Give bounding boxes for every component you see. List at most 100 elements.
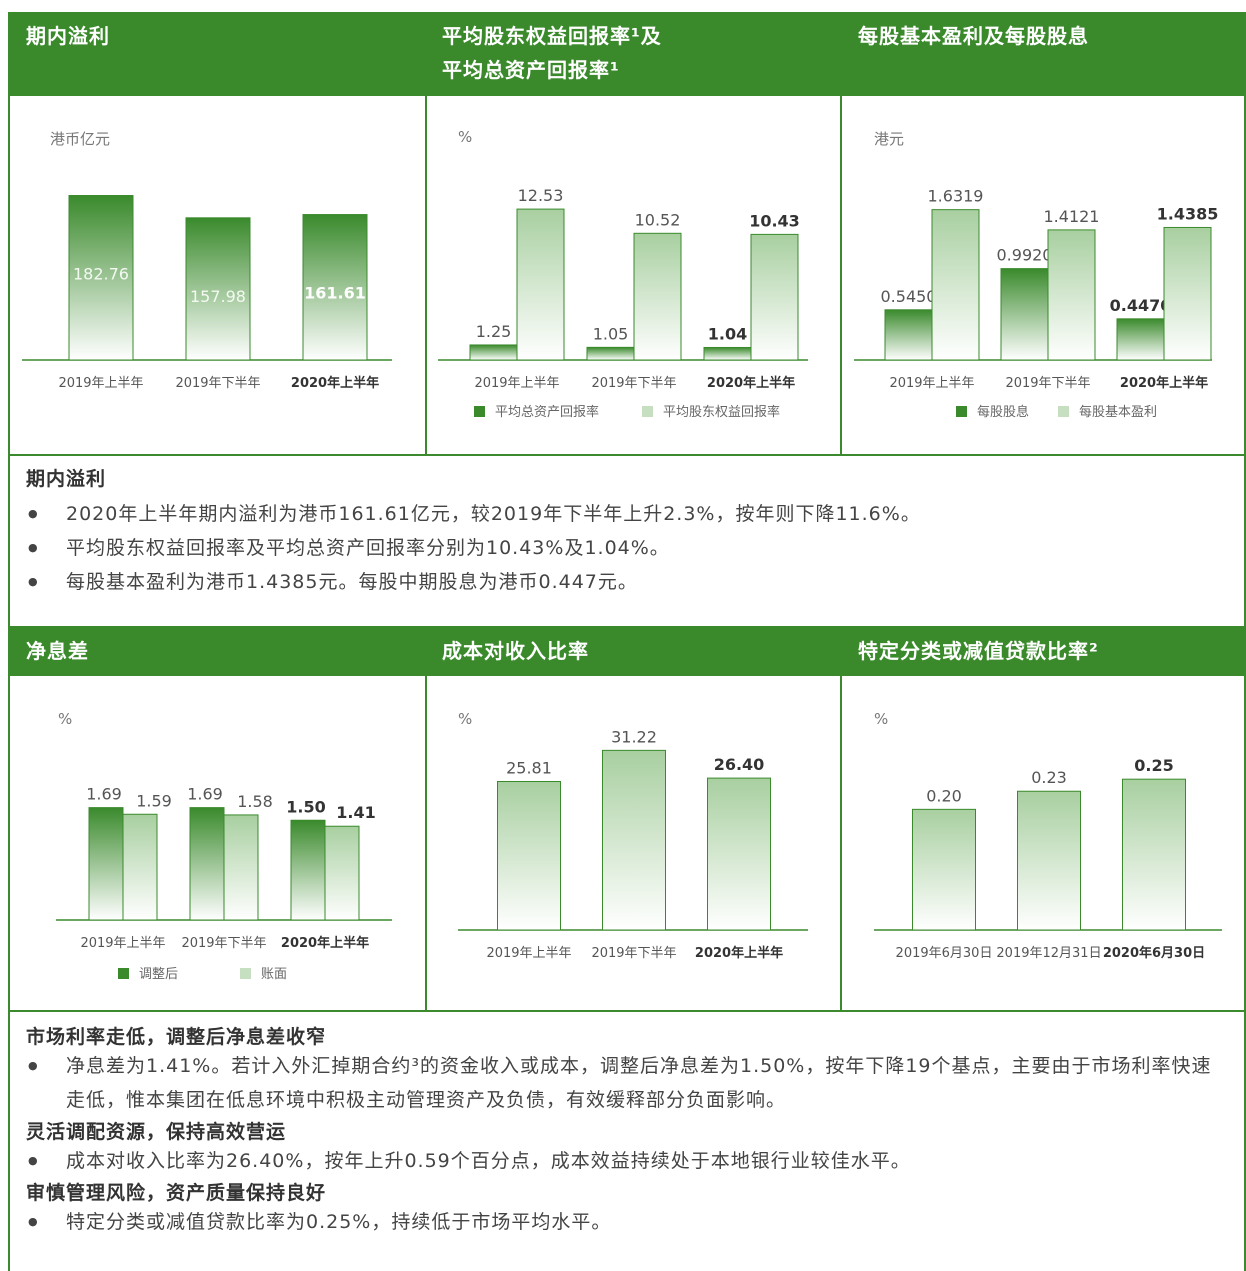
bar bbox=[586, 346, 635, 361]
summary-bullet: 每股基本盈利为港币1.4385元。每股中期股息为港币0.447元。 bbox=[26, 565, 1224, 599]
tick-label: 2019年下半年 bbox=[591, 376, 676, 391]
tick-label: 2020年6月30日 bbox=[1103, 945, 1205, 961]
bar bbox=[324, 825, 360, 921]
tick-label: 2019年12月31日 bbox=[996, 946, 1101, 961]
bar bbox=[516, 208, 565, 361]
bar bbox=[1047, 229, 1096, 361]
data-label: 1.25 bbox=[476, 322, 512, 341]
legend-label: 账面 bbox=[261, 967, 287, 982]
data-label: 182.76 bbox=[73, 265, 129, 284]
data-label: 0.25 bbox=[1134, 756, 1173, 775]
bar bbox=[88, 807, 124, 921]
data-label: 0.5450 bbox=[881, 287, 937, 306]
data-label: 1.58 bbox=[237, 792, 273, 811]
profit-summary: 期内溢利 2020年上半年期内溢利为港币161.61亿元，较2019年下半年上升… bbox=[26, 464, 1224, 599]
bar bbox=[912, 808, 976, 931]
data-label: 1.59 bbox=[136, 791, 172, 810]
summary-bullet: 成本对收入比率为26.40%，按年上升0.59个百分点，成本效益持续处于本地银行… bbox=[26, 1144, 1224, 1178]
tick-label: 2020年上半年 bbox=[1120, 375, 1208, 391]
tick-label: 2019年下半年 bbox=[175, 376, 260, 391]
data-label: 1.69 bbox=[187, 785, 223, 804]
unit-label: % bbox=[874, 710, 889, 728]
panel-title-return-line1: 平均股东权益回报率¹及 bbox=[442, 24, 662, 48]
bar bbox=[1000, 268, 1049, 361]
divider bbox=[840, 96, 842, 456]
tick-label: 2019年上半年 bbox=[889, 376, 974, 391]
legend-swatch bbox=[1058, 406, 1069, 417]
legend-swatch bbox=[240, 968, 251, 979]
bar bbox=[1116, 318, 1165, 361]
divider bbox=[425, 676, 427, 1012]
legend-label: 每股基本盈利 bbox=[1079, 404, 1157, 420]
summary-bullet: 2020年上半年期内溢利为港币161.61亿元，较2019年下半年上升2.3%，… bbox=[26, 497, 1224, 531]
divider bbox=[425, 96, 427, 456]
profit-chart: 182.76 2019年上半年 157.98 2019年下半年 161.61 2020年上… bbox=[22, 195, 392, 391]
bar bbox=[602, 749, 666, 931]
summary-bullet: 特定分类或减值贷款比率为0.25%，持续低于市场平均水平。 bbox=[26, 1205, 1224, 1239]
tick-label: 2020年上半年 bbox=[281, 935, 369, 951]
data-label: 1.69 bbox=[86, 785, 122, 804]
panel-title-cost-income: 成本对收入比率 bbox=[442, 639, 589, 663]
bottom-panel-frame: 净息差 成本对收入比率 特定分类或减值贷款比率² % % % 市场利率走低，调整… bbox=[8, 626, 1246, 1271]
cost-income-ratio-chart: 25.81 2019年上半年 31.22 2019年下半年 26.40 2020年上半年 bbox=[458, 727, 808, 961]
data-label: 1.05 bbox=[593, 324, 629, 343]
bar bbox=[290, 819, 326, 921]
summary-heading: 灵活调配资源，保持高效营运 bbox=[26, 1121, 287, 1143]
divider bbox=[10, 1010, 1244, 1012]
data-label: 0.4470 bbox=[1110, 296, 1172, 315]
tick-label: 2019年下半年 bbox=[181, 936, 266, 951]
tick-label: 2019年上半年 bbox=[80, 936, 165, 951]
eps-dividend-chart: 0.5450 1.6319 2019年上半年 0.9920 1.4121 2019年下半年… bbox=[854, 187, 1218, 420]
panel-title-return-line2: 平均总资产回报率¹ bbox=[442, 58, 620, 82]
summary-heading: 期内溢利 bbox=[26, 468, 107, 490]
bottom-header-band bbox=[10, 626, 1244, 676]
data-label: 0.23 bbox=[1031, 768, 1067, 787]
data-label: 157.98 bbox=[190, 287, 246, 306]
unit-label: % bbox=[458, 710, 473, 728]
bar bbox=[884, 309, 933, 361]
tick-label: 2020年上半年 bbox=[291, 375, 379, 391]
data-label: 12.53 bbox=[518, 186, 564, 205]
data-label: 26.40 bbox=[714, 755, 765, 774]
legend-swatch bbox=[474, 406, 485, 417]
data-label: 0.20 bbox=[926, 786, 962, 805]
bar bbox=[223, 814, 259, 921]
summary-heading: 审慎管理风险，资产质量保持良好 bbox=[26, 1182, 327, 1204]
tick-label: 2019年6月30日 bbox=[896, 946, 993, 961]
return-ratio-chart: 1.25 12.53 2019年上半年 1.05 10.52 2019年下半年 1.04 10… bbox=[438, 186, 808, 420]
tick-label: 2019年上半年 bbox=[486, 946, 571, 961]
tick-label: 2020年上半年 bbox=[695, 945, 783, 961]
bar bbox=[1163, 226, 1212, 361]
data-label: 161.61 bbox=[304, 284, 366, 303]
bar bbox=[703, 346, 752, 361]
panel-title-impaired-loans: 特定分类或减值贷款比率² bbox=[858, 639, 1099, 663]
bar bbox=[931, 209, 980, 361]
summary-bullet: 平均股东权益回报率及平均总资产回报率分别为10.43%及1.04%。 bbox=[26, 531, 1224, 565]
operations-summary: 市场利率走低，调整后净息差收窄 净息差为1.41%。若计入外汇掉期合约³的资金收… bbox=[26, 1022, 1224, 1239]
legend-label: 每股股息 bbox=[977, 404, 1029, 420]
bar bbox=[469, 344, 518, 361]
summary-heading: 市场利率走低，调整后净息差收窄 bbox=[26, 1026, 327, 1048]
bar bbox=[189, 807, 225, 921]
bar bbox=[750, 233, 799, 361]
bar bbox=[122, 813, 158, 921]
legend-label: 平均股东权益回报率 bbox=[663, 404, 780, 420]
data-label: 31.22 bbox=[611, 727, 657, 746]
legend-swatch bbox=[956, 406, 967, 417]
bar bbox=[68, 195, 134, 361]
net-interest-margin-chart: 1.69 1.59 2019年上半年 1.69 1.58 2019年下半年 1.50 1.41… bbox=[56, 785, 392, 982]
bar bbox=[302, 214, 368, 361]
tick-label: 2020年上半年 bbox=[707, 375, 795, 391]
data-label: 1.50 bbox=[286, 797, 325, 816]
summary-bullet: 净息差为1.41%。若计入外汇掉期合约³的资金收入或成本，调整后净息差为1.50… bbox=[26, 1049, 1224, 1117]
data-label: 1.04 bbox=[708, 324, 747, 343]
data-label: 1.41 bbox=[336, 803, 375, 822]
unit-label: % bbox=[458, 128, 473, 146]
data-label: 10.43 bbox=[749, 211, 800, 230]
bar bbox=[707, 777, 771, 931]
impaired-loan-ratio-chart: 0.20 2019年6月30日 0.23 2019年12月31日 0.25 2020年6月… bbox=[874, 756, 1222, 961]
tick-label: 2019年上半年 bbox=[58, 376, 143, 391]
panel-title-profit: 期内溢利 bbox=[26, 24, 110, 48]
data-label: 25.81 bbox=[506, 758, 552, 777]
bar bbox=[1122, 778, 1186, 931]
